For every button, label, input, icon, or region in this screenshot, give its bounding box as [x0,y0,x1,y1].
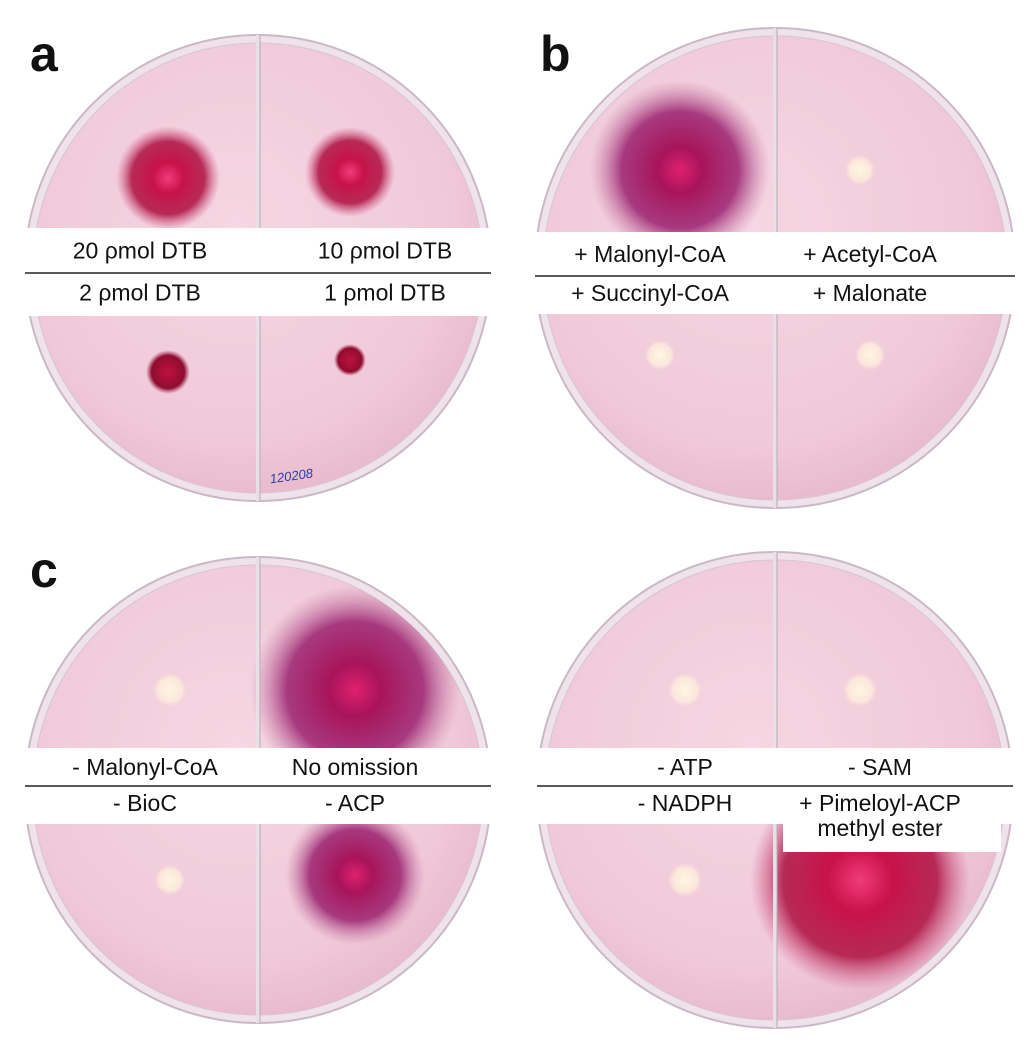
spot [334,344,366,376]
plate-label: - NADPH [638,790,733,816]
spot [590,80,770,260]
spot [154,864,186,896]
plate-label: methyl ester [817,815,943,841]
plate-label: + Malonate [813,280,927,306]
plate-label: - Malonyl-CoA [72,754,218,780]
plate-label: + Acetyl-CoA [803,241,937,267]
plate-label: + Malonyl-CoA [574,241,726,267]
plate-label: + Succinyl-CoA [571,280,730,306]
spot [854,339,886,371]
panel-letter: b [540,26,571,82]
spot [644,339,676,371]
plate-content [152,585,460,945]
plate-label: - BioC [113,790,177,816]
spot [667,862,703,898]
spot [152,672,188,708]
plate-label: + Pimeloyl-ACP [799,790,961,816]
spot [844,154,876,186]
plate-label: 1 ρmol DTB [324,280,446,306]
plate-label: - ATP [657,754,713,780]
panel-letter: a [30,26,59,82]
plate-label: 20 ρmol DTB [73,238,208,264]
plate-label: 10 ρmol DTB [318,238,453,264]
label-strip [529,232,1021,314]
plate-label: No omission [292,754,419,780]
spot [842,672,878,708]
spot [285,805,425,945]
panel-letter: c [30,542,58,598]
plate-label: - SAM [848,754,912,780]
spot [146,350,190,394]
plate-label: - ACP [325,790,385,816]
spot [305,127,395,217]
handwritten-note: 120208 [269,465,315,486]
plate-label: 2 ρmol DTB [79,280,201,306]
spot [667,672,703,708]
label-box [783,822,1001,852]
spot [116,126,220,230]
label-strip [19,228,497,316]
plate-content [116,126,395,394]
plate-content [590,80,886,371]
spot [250,585,460,795]
